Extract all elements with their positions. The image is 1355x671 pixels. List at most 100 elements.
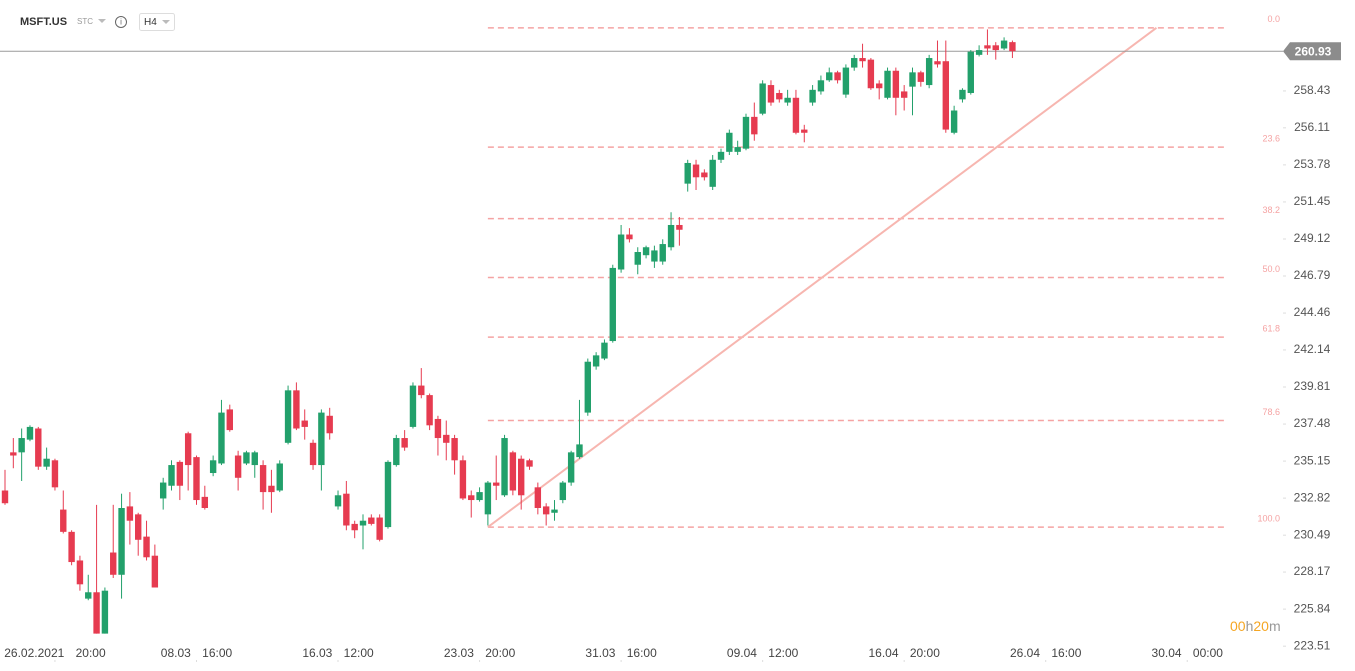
candle-body (493, 482, 500, 486)
fib-label: 23.6 (1262, 133, 1280, 143)
info-icon[interactable] (115, 16, 127, 28)
last-price-tag (1283, 42, 1341, 61)
candle-body (859, 58, 866, 62)
candle-body (51, 460, 59, 488)
candle-body (326, 415, 333, 434)
fib-label: 0.0 (1267, 14, 1280, 24)
candle-body (651, 250, 658, 262)
candle-body (60, 509, 67, 532)
candle-body (801, 129, 808, 133)
y-tick-label: 258.43 (1294, 83, 1331, 97)
x-tick-label: 26.02.2021 20:00 (4, 646, 106, 660)
candle-body (617, 234, 625, 270)
candle-body (293, 390, 300, 429)
trend-line (487, 27, 1158, 528)
candle-body (35, 428, 42, 467)
toolbar: MSFT.US STC i H4 (20, 13, 175, 31)
candle-body (851, 58, 858, 68)
y-tick-label: 225.84 (1294, 601, 1331, 615)
timer-unit: m (1269, 618, 1281, 634)
x-tick-label: 09.04 12:00 (727, 646, 799, 660)
candle-body (659, 244, 666, 262)
candle-body (542, 506, 550, 515)
candle-body (184, 433, 192, 466)
candle-body (551, 509, 558, 513)
candle-body (409, 385, 417, 427)
interval-box[interactable] (139, 13, 175, 31)
candle-body (443, 434, 450, 443)
candle-body (734, 147, 741, 152)
candle-body (168, 465, 175, 486)
candle-body (925, 58, 933, 86)
candle-body (276, 463, 283, 491)
symbol[interactable]: MSFT.US (20, 16, 67, 28)
candle-body (892, 70, 900, 98)
fib-label: 78.6 (1262, 407, 1280, 417)
candle-body (26, 426, 34, 440)
candle-body (110, 552, 117, 575)
candle-body (742, 116, 750, 149)
candle-body (76, 560, 84, 585)
candle-body (867, 59, 875, 89)
candle-body (351, 523, 358, 531)
candle-body (559, 482, 567, 501)
candle-body (401, 438, 408, 448)
last-price-label: 260.93 (1295, 44, 1332, 58)
market[interactable]: STC (77, 17, 93, 26)
candle-body (68, 531, 75, 563)
candle-body (176, 461, 184, 486)
candle-body (93, 592, 100, 634)
candle-body (950, 110, 958, 133)
candle-body (709, 159, 716, 187)
candle-body (143, 536, 150, 558)
candle-body (451, 438, 458, 461)
candle-body (934, 61, 941, 65)
candle-body (368, 517, 375, 524)
candle-body (151, 555, 159, 588)
candle-body (426, 395, 433, 426)
candle-body (526, 460, 533, 467)
candle-body (601, 342, 608, 359)
candle-body (676, 224, 683, 230)
candle-body (101, 590, 109, 634)
candle-body (634, 252, 641, 265)
candle-body (118, 507, 125, 575)
candle-body (509, 452, 517, 491)
candle-body (667, 224, 675, 248)
timer-hours: 00 (1230, 618, 1246, 634)
candle-body (334, 495, 342, 507)
x-tick-label: 16.04 20:00 (868, 646, 940, 660)
candle-body (642, 247, 650, 256)
candle-body (85, 592, 92, 599)
candle-body (701, 172, 708, 178)
candle-body (909, 72, 916, 87)
candle-body (767, 85, 775, 103)
candle-body (792, 97, 800, 133)
candle-body (567, 452, 575, 483)
interval: H4 (144, 17, 157, 28)
candle-body (126, 506, 134, 521)
x-tick-label: 30.04 00:00 (1152, 646, 1224, 660)
candle-body (684, 162, 691, 184)
fib-label: 38.2 (1262, 205, 1280, 215)
candle-body (18, 438, 25, 453)
candle-body (967, 51, 974, 94)
candle-body (984, 45, 991, 49)
candle-body (259, 465, 267, 493)
candle-body (592, 355, 600, 367)
x-tick-label: 08.03 16:00 (161, 646, 233, 660)
dropdown-caret[interactable] (98, 19, 106, 23)
candle-body (834, 72, 841, 81)
candle-body (609, 267, 616, 342)
x-tick-label: 16.03 12:00 (302, 646, 374, 660)
y-tick-label: 251.45 (1294, 194, 1331, 208)
candle-body (1009, 42, 1016, 52)
candle-body (842, 67, 850, 95)
plot: 258.43 256.11 253.78 251.45 249.12 246.79 244.… (0, 14, 1341, 662)
candle-body (975, 50, 983, 55)
candle-body (1, 490, 9, 504)
candle-body (992, 45, 999, 51)
candle-body (826, 72, 833, 81)
y-tick-label: 246.79 (1294, 268, 1331, 282)
y-tick-label: 232.82 (1294, 490, 1331, 504)
